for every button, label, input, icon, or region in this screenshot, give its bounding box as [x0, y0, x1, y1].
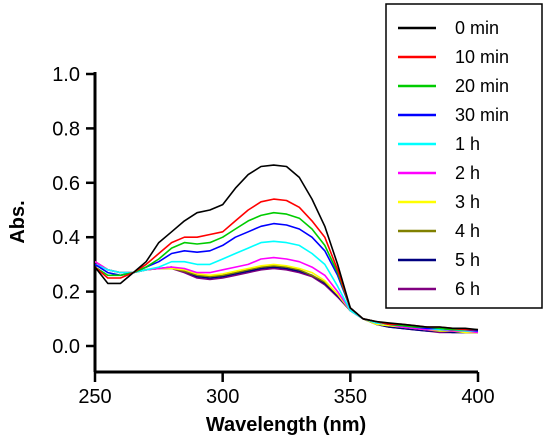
legend-label: 4 h	[455, 221, 480, 241]
legend-label: 10 min	[455, 47, 509, 67]
y-tick-label: 1.0	[52, 64, 80, 86]
legend-label: 3 h	[455, 192, 480, 212]
y-axis-title: Abs.	[7, 200, 29, 243]
legend-label: 6 h	[455, 279, 480, 299]
y-tick-label: 0.6	[52, 173, 80, 195]
y-tick-label: 0.0	[52, 336, 80, 358]
legend-label: 30 min	[455, 105, 509, 125]
legend-label: 0 min	[455, 18, 499, 38]
legend-label: 1 h	[455, 134, 480, 154]
x-tick-group: 250 300 350 400	[78, 372, 495, 408]
legend-label: 5 h	[455, 250, 480, 270]
y-tick-label: 0.4	[52, 227, 80, 249]
series-line-20-min	[95, 211, 478, 331]
series-lines	[95, 164, 479, 334]
y-tick-label: 0.8	[52, 118, 80, 140]
legend-label: 2 h	[455, 163, 480, 183]
y-tick-label: 0.2	[52, 282, 80, 304]
x-tick-label: 400	[461, 386, 494, 408]
x-tick-label: 250	[78, 386, 111, 408]
y-tick-group: 0.0 0.2 0.4 0.6 0.8 1.0	[52, 64, 95, 358]
legend-box	[385, 3, 543, 309]
series-line-0-min	[95, 164, 479, 331]
x-tick-label: 300	[206, 386, 239, 408]
series-line-2-h	[95, 256, 479, 334]
legend: 0 min 10 min 20 min 30 min 1 h 2 h 3 h 4 h 5 h 6 …	[385, 3, 543, 309]
legend-label: 20 min	[455, 76, 509, 96]
x-axis-title: Wavelength (nm)	[206, 414, 366, 436]
legend-items: 0 min 10 min 20 min 30 min 1 h 2 h 3 h 4 h 5 h 6 …	[398, 18, 509, 299]
x-tick-label: 350	[334, 386, 367, 408]
